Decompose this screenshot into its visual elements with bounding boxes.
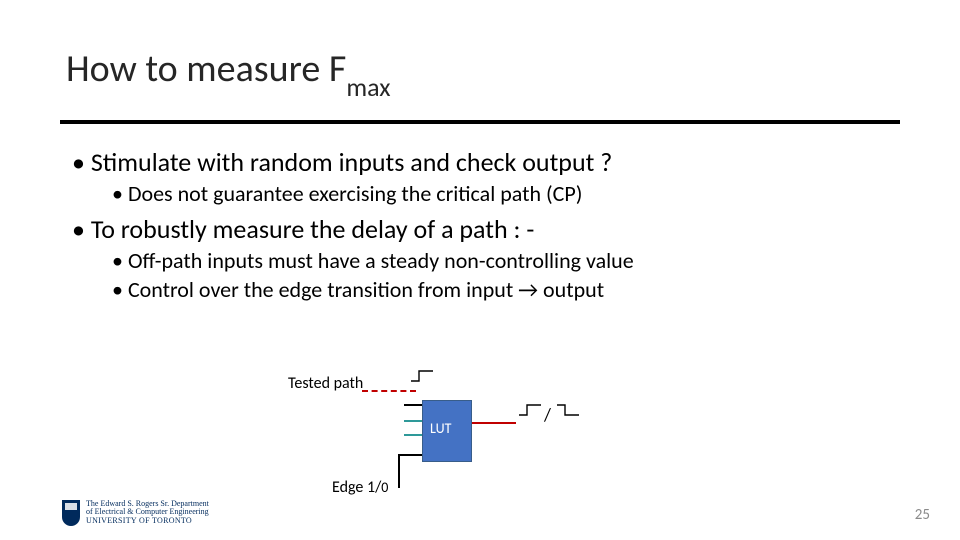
lut-output-wire	[472, 422, 516, 424]
tested-path-label: Tested path	[288, 374, 363, 393]
lut-diagram: Tested path LUT / Edge 1/0	[300, 358, 660, 518]
footer-logo: The Edward S. Rogers Sr. Department of E…	[62, 500, 209, 526]
rising-edge-icon	[410, 368, 434, 384]
footer-text: The Edward S. Rogers Sr. Department of E…	[86, 500, 209, 526]
output-rising-edge-icon	[518, 402, 542, 418]
tested-path-wire	[362, 390, 416, 392]
lut-input-top-wire	[404, 404, 422, 406]
bullet-level1: To robustly measure the delay of a path …	[72, 213, 892, 245]
edge-label: Edge 1/0	[332, 478, 388, 497]
edge-input-wire-v	[398, 454, 400, 488]
title-underline	[60, 120, 900, 124]
output-slash: /	[544, 404, 551, 426]
edge-input-wire-h	[398, 454, 422, 456]
university-name: UNIVERSITY OF TORONTO	[86, 517, 209, 526]
bullet-level2: Off-path inputs must have a steady non-c…	[112, 247, 892, 274]
bullet-level2: Control over the edge transition from in…	[112, 276, 892, 303]
lut-label: LUT	[430, 420, 451, 437]
bullet-level1: Stimulate with random inputs and check o…	[72, 146, 892, 178]
lut-input-mid1-wire	[404, 420, 422, 422]
edge-label-zero: 0	[381, 479, 388, 496]
output-falling-edge-icon	[556, 402, 580, 418]
slide-title: How to measure Fmax	[66, 46, 391, 97]
slide: How to measure Fmax Stimulate with rando…	[0, 0, 960, 540]
bullet-level2: Does not guarantee exercising the critic…	[112, 180, 892, 207]
lut-input-mid2-wire	[404, 434, 422, 436]
title-subscript: max	[346, 71, 390, 103]
page-number: 25	[915, 506, 930, 524]
content-area: Stimulate with random inputs and check o…	[72, 140, 892, 305]
university-crest-icon	[62, 500, 80, 526]
title-main: How to measure F	[66, 46, 346, 92]
edge-label-prefix: Edge 1/	[332, 478, 381, 497]
